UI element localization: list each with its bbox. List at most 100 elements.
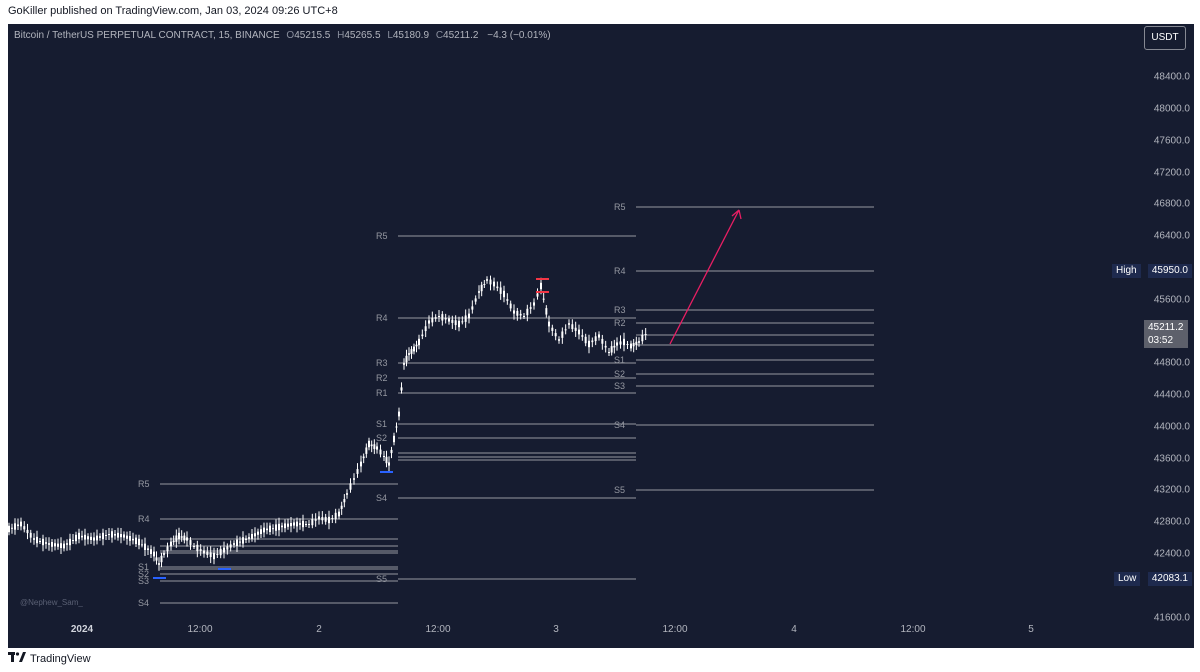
pivot-level-label: S4 <box>376 493 387 503</box>
price-axis[interactable]: 48400.0 48000.0 47600.0 47200.0 46800.0 … <box>1138 24 1194 648</box>
candle-body <box>533 302 535 306</box>
candle-body <box>413 346 415 352</box>
candle-body <box>542 298 545 300</box>
candle-body <box>33 538 35 540</box>
candle-body <box>630 343 632 349</box>
candle-body <box>588 340 590 348</box>
candle-body <box>623 338 625 346</box>
candle-body <box>564 329 567 331</box>
candle-body <box>153 551 155 557</box>
symbol-name[interactable]: Bitcoin / TetherUS PERPETUAL CONTRACT, 1… <box>14 30 280 41</box>
pivot-level-label: S2 <box>138 569 149 579</box>
candle-body <box>415 344 418 347</box>
candle-body <box>296 521 298 527</box>
candle-body <box>340 505 343 509</box>
candle-body <box>388 462 390 466</box>
candle-body <box>178 532 180 540</box>
candle-body <box>90 536 92 540</box>
candle-body <box>102 532 104 540</box>
candle-body <box>448 318 450 322</box>
candle-body <box>594 336 597 342</box>
candle-body <box>117 532 119 538</box>
price-plot-area[interactable]: R5 R4 S1 S2 S3 S4 R5 R4 R3 R2 R1 S1 S2 S4 S5 R5 R4 R3 R2 S1… <box>8 24 1138 648</box>
candle-body <box>571 324 574 330</box>
candle-body <box>84 534 86 540</box>
candle-body <box>229 544 232 548</box>
candle-body <box>281 525 283 528</box>
candle-body <box>278 523 280 531</box>
candle-body <box>287 523 289 527</box>
candle-body <box>626 344 629 345</box>
high-value: 45265.5 <box>344 30 381 41</box>
candle-body <box>478 291 480 293</box>
low-price-tag: Low <box>1114 572 1141 586</box>
author-watermark: @Nephew_Sam_ <box>20 598 83 607</box>
close-value: 45211.2 <box>443 30 479 41</box>
candle-body <box>108 534 110 535</box>
candle-body <box>584 336 587 344</box>
candle-body <box>138 538 140 546</box>
candle-body <box>251 534 253 539</box>
candlestick-chart[interactable]: R5R4S1S2S3S4R5R4R3R2R1S1S2S4S5R5R4R3R2S1… <box>8 24 1138 648</box>
candle-body <box>129 536 131 541</box>
candle-body <box>223 547 225 553</box>
tv-logo-icon <box>8 652 26 665</box>
candle-body <box>349 483 352 490</box>
footer-brand[interactable]: TradingView <box>8 652 91 665</box>
price-tick: 46400.0 <box>1153 230 1190 242</box>
candle-body <box>561 331 564 338</box>
time-axis-label: 12:00 <box>187 624 213 635</box>
candle-body <box>503 290 505 298</box>
candle-body <box>405 355 408 363</box>
candle-body <box>536 293 539 297</box>
candle-body <box>431 317 434 323</box>
high-label: H <box>337 30 345 41</box>
candle-body <box>203 550 205 554</box>
pivot-level-label: S2 <box>614 369 625 379</box>
candle-body <box>424 326 427 332</box>
candle-body <box>641 334 644 342</box>
currency-button[interactable]: USDT <box>1144 26 1186 50</box>
candle-body <box>421 334 424 337</box>
price-tick: 47600.0 <box>1153 135 1190 147</box>
arrow-head <box>731 209 742 220</box>
candle-body <box>568 323 570 325</box>
low-label: L <box>387 30 393 41</box>
price-tick: 42800.0 <box>1153 516 1190 528</box>
chart-panel[interactable]: R5 R4 S1 S2 S3 S4 R5 R4 R3 R2 R1 S1 S2 S4 S5 R5 R4 R3 R2 S1… <box>8 24 1194 648</box>
candle-body <box>454 320 457 326</box>
candle-body <box>548 321 550 327</box>
pivot-level-label: R3 <box>614 305 626 315</box>
low-price-value: 42083.1 <box>1147 572 1192 586</box>
candle-body <box>245 538 247 540</box>
pivot-level-label: S1 <box>376 419 387 429</box>
candle-body <box>206 551 209 555</box>
pivot-level-label: S1 <box>138 562 149 572</box>
candle-body <box>39 541 41 542</box>
candle-body <box>120 534 122 538</box>
close-label: C <box>435 30 444 41</box>
price-tick: 43600.0 <box>1153 453 1190 465</box>
candle-body <box>519 313 522 316</box>
candle-body <box>438 316 440 317</box>
pivot-level-label: R3 <box>376 358 388 368</box>
price-tick: 48400.0 <box>1153 71 1190 83</box>
pivot-level-label: R4 <box>614 266 626 276</box>
candle-body <box>166 546 169 552</box>
candle-body <box>135 537 137 544</box>
candle-body <box>155 557 158 561</box>
candle-body <box>619 341 622 345</box>
candle-body <box>45 542 47 544</box>
current-price-tag: 45211.2 03:52 <box>1144 320 1188 348</box>
pivot-level-label: R4 <box>138 514 150 524</box>
price-tick: 46800.0 <box>1153 198 1190 210</box>
current-price-value: 45211.2 <box>1148 322 1184 333</box>
candle-body <box>434 317 437 319</box>
candle-body <box>308 524 310 525</box>
bar-countdown: 03:52 <box>1148 335 1174 346</box>
candle-body <box>144 543 146 550</box>
candle-body <box>254 533 256 537</box>
candle-body <box>48 543 50 545</box>
pivot-level-label: R2 <box>614 318 626 328</box>
candle-body <box>632 343 635 347</box>
